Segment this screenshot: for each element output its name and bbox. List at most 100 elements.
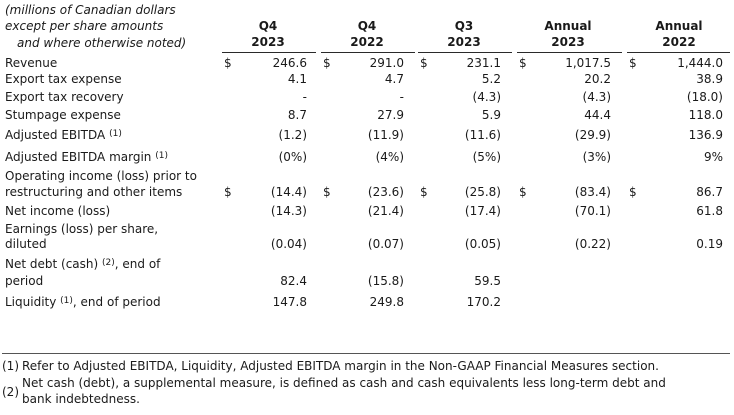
footnote-ref-1: (1): [60, 296, 73, 306]
value-cell: 4.7: [384, 72, 404, 86]
currency-symbol: $: [224, 185, 232, 199]
value-cell: 8.7: [287, 108, 307, 122]
header-rule-q4-2022: [321, 52, 415, 53]
value-cell: 38.9: [696, 72, 723, 86]
footnote-ref-1: (1): [155, 151, 168, 161]
value-cell: (18.0): [686, 90, 723, 104]
currency-symbol: $: [519, 56, 527, 70]
row-label-net-income: Net income (loss): [5, 204, 111, 218]
net-debt-text: Net debt (cash): [5, 257, 99, 271]
value-cell: -: [399, 90, 404, 104]
col-header-q3-2023: Q3 2023: [419, 18, 509, 50]
value-cell: 136.9: [688, 128, 723, 142]
value-cell: (11.9): [367, 128, 404, 142]
currency-symbol: $: [224, 56, 232, 70]
value-cell: 59.5: [474, 274, 501, 288]
value-cell: 82.4: [280, 274, 307, 288]
value-cell: -: [302, 90, 307, 104]
currency-symbol: $: [629, 185, 637, 199]
value-cell: 5.2: [481, 72, 501, 86]
value-cell: (4.3): [582, 90, 611, 104]
value-cell: (15.8): [367, 274, 404, 288]
adjusted-ebitda-margin-text: Adjusted EBITDA margin: [5, 150, 152, 164]
row-label-net-debt-line-2: period: [5, 274, 44, 288]
value-cell: (83.4): [574, 185, 611, 199]
row-label-liquidity: Liquidity (1), end of period: [5, 294, 161, 310]
row-label-export-tax-recovery: Export tax recovery: [5, 90, 124, 104]
value-cell: 170.2: [466, 295, 501, 309]
col-header-q4-2022-year: 2022: [350, 35, 384, 49]
value-cell: 9%: [703, 150, 723, 164]
value-cell: 5.9: [481, 108, 501, 122]
currency-symbol: $: [323, 56, 331, 70]
value-cell: 118.0: [688, 108, 723, 122]
col-header-annual-2022-period: Annual: [655, 19, 703, 33]
row-label-revenue: Revenue: [5, 56, 58, 70]
header-rule-q3-2023: [418, 52, 512, 53]
row-label-export-tax-expense: Export tax expense: [5, 72, 122, 86]
value-cell: (14.4): [270, 185, 307, 199]
row-label-operating-income-line-1: Operating income (loss) prior to: [5, 169, 197, 183]
value-cell: (3%): [582, 150, 611, 164]
footnote-2-text-line-2: bank indebtedness.: [22, 392, 140, 406]
value-cell: (1.2): [278, 128, 307, 142]
value-cell: 246.6: [272, 56, 307, 70]
value-cell: 1,017.5: [565, 56, 611, 70]
col-header-q4-2023: Q4 2023: [223, 18, 313, 50]
value-cell: 61.8: [696, 204, 723, 218]
row-label-adjusted-ebitda: Adjusted EBITDA (1): [5, 127, 122, 143]
footnote-1-text: Refer to Adjusted EBITDA, Liquidity, Adj…: [22, 359, 659, 373]
row-label-eps-line-2: diluted: [5, 237, 47, 251]
col-header-q4-2022-period: Q4: [357, 19, 377, 33]
header-rule-q4-2023: [222, 52, 316, 53]
value-cell: (14.3): [270, 204, 307, 218]
value-cell: (23.6): [367, 185, 404, 199]
net-debt-suffix: , end of: [114, 257, 161, 271]
value-cell: 1,444.0: [677, 56, 723, 70]
row-label-adjusted-ebitda-margin: Adjusted EBITDA margin (1): [5, 149, 168, 165]
value-cell: 86.7: [696, 185, 723, 199]
row-label-operating-income-line-2: restructuring and other items: [5, 185, 183, 199]
currency-symbol: $: [519, 185, 527, 199]
value-cell: (11.6): [464, 128, 501, 142]
value-cell: 249.8: [369, 295, 404, 309]
value-cell: 291.0: [369, 56, 404, 70]
header-rule-annual-2023: [517, 52, 622, 53]
value-cell: (29.9): [574, 128, 611, 142]
value-cell: (21.4): [367, 204, 404, 218]
value-cell: (25.8): [464, 185, 501, 199]
footnote-2-mark: (2): [2, 385, 19, 399]
liquidity-text: Liquidity: [5, 295, 57, 309]
header-rule-annual-2022: [627, 52, 730, 53]
value-cell: 27.9: [377, 108, 404, 122]
col-header-q3-2023-year: 2023: [447, 35, 481, 49]
col-header-annual-2023-year: 2023: [551, 35, 585, 49]
value-cell: (0.04): [270, 237, 307, 251]
col-header-q3-2023-period: Q3: [454, 19, 474, 33]
value-cell: 231.1: [466, 56, 501, 70]
footnote-ref-2: (2): [102, 258, 115, 268]
value-cell: 4.1: [287, 72, 307, 86]
footnote-ref-1: (1): [109, 129, 122, 139]
value-cell: (17.4): [464, 204, 501, 218]
value-cell: (0.05): [464, 237, 501, 251]
value-cell: (0.22): [574, 237, 611, 251]
row-label-stumpage-expense: Stumpage expense: [5, 108, 121, 122]
col-header-annual-2022: Annual 2022: [634, 18, 724, 50]
liquidity-suffix: , end of period: [72, 295, 161, 309]
col-header-q4-2023-year: 2023: [251, 35, 285, 49]
units-note-line-2: except per share amounts: [5, 19, 164, 33]
col-header-annual-2023-period: Annual: [544, 19, 592, 33]
value-cell: 0.19: [696, 237, 723, 251]
value-cell: (0.07): [367, 237, 404, 251]
value-cell: (0%): [278, 150, 307, 164]
footnote-1-mark: (1): [2, 359, 19, 373]
footnote-2-text-line-1: Net cash (debt), a supplemental measure,…: [22, 376, 666, 390]
col-header-q4-2023-period: Q4: [258, 19, 278, 33]
units-note-line-1: (millions of Canadian dollars: [5, 3, 176, 17]
row-label-net-debt-line-1: Net debt (cash) (2), end of: [5, 256, 160, 272]
value-cell: 20.2: [584, 72, 611, 86]
footnote-separator: [2, 353, 730, 354]
row-label-eps-line-1: Earnings (loss) per share,: [5, 222, 159, 236]
value-cell: (4%): [375, 150, 404, 164]
